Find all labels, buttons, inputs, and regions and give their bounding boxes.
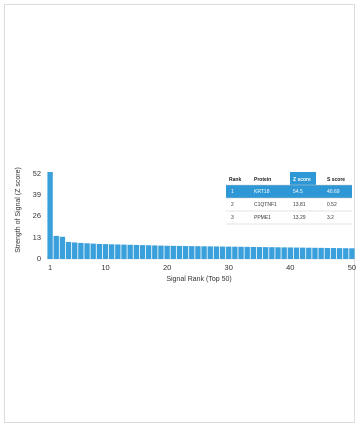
- table-header-sscore: S score: [327, 177, 345, 183]
- table-cell-protein: KRT18: [254, 189, 270, 195]
- bar: [65, 241, 72, 259]
- bar: [182, 246, 189, 259]
- x-tick-label: 20: [163, 263, 171, 272]
- table-cell-sscore: 0.52: [327, 202, 337, 208]
- bar: [226, 246, 232, 259]
- bar: [127, 244, 133, 259]
- x-tick-label: 50: [348, 263, 356, 272]
- x-tick-label: 30: [225, 263, 233, 272]
- bar: [269, 247, 275, 259]
- table-cell-protein: PPME1: [254, 215, 271, 221]
- bar: [121, 244, 127, 259]
- bar: [176, 245, 183, 259]
- x-axis-label: Signal Rank (Top 50): [166, 276, 231, 283]
- bar: [306, 247, 312, 259]
- table-cell-rank: 1: [231, 189, 234, 195]
- bar: [299, 247, 306, 259]
- bar: [330, 248, 337, 259]
- table-cell-rank: 2: [231, 202, 234, 208]
- y-tick-label: 0: [37, 254, 41, 263]
- figure-frame: [4, 4, 355, 423]
- bar: [164, 245, 170, 259]
- bar: [213, 246, 220, 259]
- table-header-protein: Protein: [254, 177, 271, 183]
- table-row-highlight: [226, 185, 352, 198]
- bar: [244, 246, 250, 259]
- bar: [53, 235, 59, 259]
- y-axis-label: Strength of Signal (Z score): [15, 167, 22, 253]
- bar-series: [47, 172, 355, 260]
- x-tick-label: 10: [101, 263, 109, 272]
- bar: [256, 247, 263, 259]
- signal-table: Rank Protein Z score S score 1 KRT18 54.…: [226, 172, 352, 225]
- bar: [287, 247, 293, 259]
- bar: [158, 245, 164, 259]
- bar: [170, 245, 176, 259]
- y-tick-label: 39: [33, 190, 41, 199]
- bar: [324, 247, 330, 259]
- bar: [232, 246, 238, 259]
- bar: [336, 248, 343, 260]
- bar: [207, 246, 213, 259]
- table-cell-sscore: 40.69: [327, 189, 340, 195]
- bar: [152, 245, 158, 259]
- table-cell-zscore: 13.29: [293, 215, 306, 221]
- bar: [133, 244, 139, 259]
- table-cell-sscore: 3.2: [327, 215, 334, 221]
- bar: [78, 242, 84, 259]
- y-tick-label: 26: [33, 211, 41, 220]
- x-ticks: 1 10 20 30 40 50: [48, 263, 356, 272]
- bar: [139, 245, 146, 259]
- bar: [72, 242, 78, 259]
- y-tick-label: 13: [33, 233, 41, 242]
- table-header-highlight: [290, 172, 316, 185]
- bar: [96, 243, 103, 259]
- bar: [102, 244, 109, 259]
- bar: [219, 246, 226, 259]
- table-cell-zscore: 54.5: [293, 189, 303, 195]
- bar: [343, 248, 349, 259]
- bar: [238, 246, 244, 259]
- bar: [115, 244, 121, 259]
- table-cell-zscore: 13.81: [293, 202, 306, 208]
- bar: [250, 246, 257, 259]
- bar: [281, 247, 287, 259]
- x-tick-label: 1: [48, 263, 52, 272]
- bar: [263, 247, 269, 259]
- bar: [312, 247, 318, 259]
- bar: [59, 236, 66, 259]
- bar: [145, 245, 152, 259]
- table-header-rank: Rank: [229, 177, 241, 183]
- bar: [84, 243, 90, 259]
- bar: [109, 244, 115, 259]
- bar: [90, 243, 96, 259]
- table-header-zscore: Z score: [293, 177, 311, 183]
- bar: [318, 247, 324, 259]
- bar: [201, 246, 207, 259]
- bar: [293, 247, 300, 259]
- y-tick-label: 52: [33, 169, 41, 178]
- bar: [349, 248, 355, 259]
- table-cell-protein: C1QTNF1: [254, 202, 277, 208]
- table-cell-rank: 3: [231, 215, 234, 221]
- bar: [47, 172, 53, 259]
- bar: [275, 247, 281, 259]
- bar: [189, 246, 195, 259]
- x-tick-label: 40: [286, 263, 294, 272]
- bar: [195, 246, 201, 259]
